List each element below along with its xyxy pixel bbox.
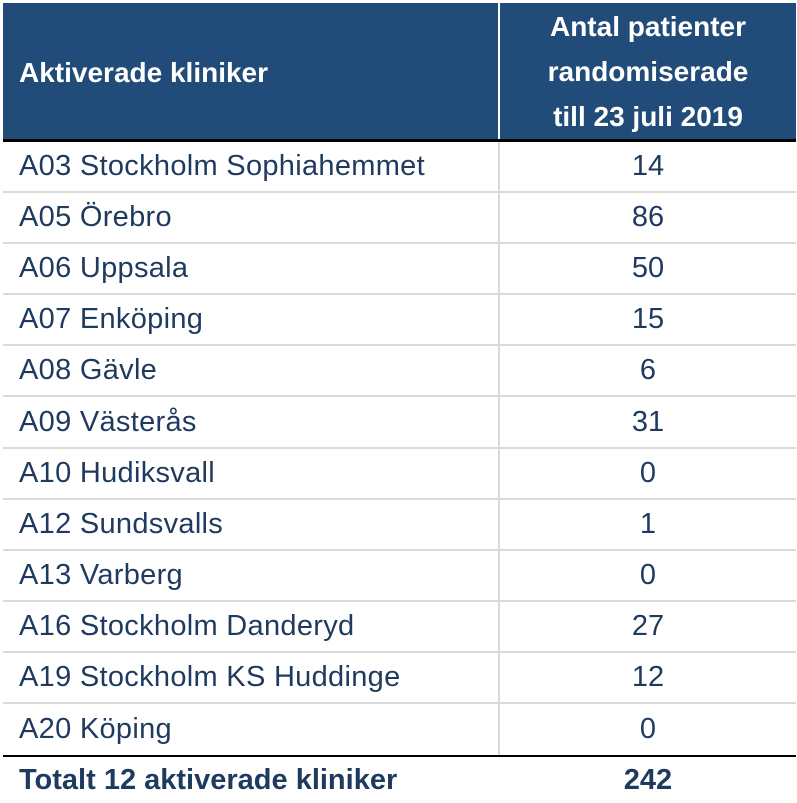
count-cell: 6 [639, 354, 657, 387]
table-row: A07 Enköping 15 [3, 295, 796, 347]
count-cell: 15 [631, 303, 665, 336]
count-cell: 27 [631, 609, 665, 642]
table-row: A08 Gävle 6 [3, 346, 796, 398]
table-row: A13 Varberg 0 [3, 550, 796, 602]
clinic-cell: A03 Stockholm Sophiahemmet [3, 142, 500, 192]
count-cell: 1 [639, 507, 657, 540]
count-cell: 0 [639, 713, 657, 746]
header-patients: Antal patienter randomiserade till 23 ju… [500, 3, 796, 139]
count-cell: 86 [631, 201, 665, 234]
clinic-cell: A16 Stockholm Danderyd [3, 601, 500, 651]
table-row: A20 Köping 0 [3, 704, 796, 756]
count-cell: 12 [631, 660, 665, 693]
clinic-cell: A20 Köping [3, 704, 500, 756]
total-count: 242 [623, 763, 673, 796]
table-row: A12 Sundsvalls 1 [3, 499, 796, 551]
count-cell: 0 [639, 558, 657, 591]
table-row: A05 Örebro 86 [3, 193, 796, 245]
table-body: A03 Stockholm Sophiahemmet 14 A05 Örebro 8… [3, 142, 796, 756]
total-label: Totalt 12 aktiverade kliniker [19, 763, 398, 796]
clinic-cell: A09 Västerås [3, 397, 500, 447]
clinic-cell: A12 Sundsvalls [3, 499, 500, 549]
clinic-cell: A19 Stockholm KS Huddinge [3, 652, 500, 703]
table-row: A16 Stockholm Danderyd 27 [3, 601, 796, 653]
clinic-cell: A10 Hudiksvall [3, 448, 500, 498]
count-cell: 0 [639, 456, 657, 489]
table-row: A06 Uppsala 50 [3, 244, 796, 296]
count-cell: 31 [631, 405, 665, 438]
header-patients-line1: Antal patienter [549, 10, 747, 42]
table-row: A09 Västerås 31 [3, 397, 796, 449]
header-patients-line3: till 23 juli 2019 [553, 100, 743, 132]
clinic-cell: A08 Gävle [3, 346, 500, 396]
table-row: A03 Stockholm Sophiahemmet 14 [3, 142, 796, 194]
total-divider [3, 755, 796, 758]
table-header: Aktiverade kliniker Antal patienter rand… [3, 3, 796, 139]
table-row: A19 Stockholm KS Huddinge 12 [3, 652, 796, 705]
clinic-cell: A13 Varberg [3, 550, 500, 600]
header-clinics: Aktiverade kliniker [3, 3, 500, 139]
count-cell: 14 [631, 150, 665, 183]
clinics-table: Aktiverade kliniker Antal patienter rand… [3, 3, 796, 803]
clinic-cell: A05 Örebro [3, 193, 500, 243]
header-divider [3, 139, 796, 142]
count-cell: 50 [631, 252, 665, 285]
clinic-cell: A07 Enköping [3, 295, 500, 345]
total-row: Totalt 12 aktiverade kliniker 242 [3, 757, 796, 803]
clinic-cell: A06 Uppsala [3, 244, 500, 294]
table-row: A10 Hudiksvall 0 [3, 448, 796, 500]
header-patients-line2: randomiserade [547, 55, 749, 87]
